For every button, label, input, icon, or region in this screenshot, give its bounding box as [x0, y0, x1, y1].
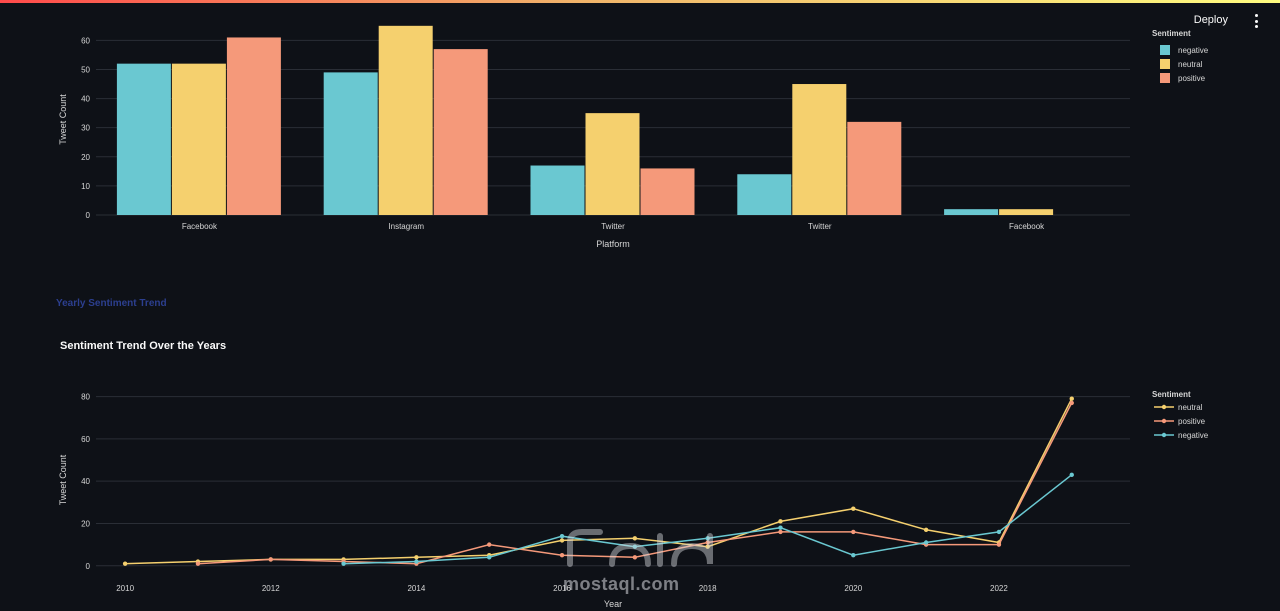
bar-legend-label-neutral: neutral: [1178, 60, 1203, 69]
line-point-neutral: [632, 536, 638, 541]
line-xtick-label: 2016: [553, 584, 571, 593]
bar-neutral: [378, 25, 433, 216]
line-legend-marker-positive: [1161, 418, 1167, 424]
line-ytick-label: 40: [81, 477, 90, 486]
line-chart-title: Sentiment Trend Over the Years: [60, 340, 227, 352]
line-legend-label-neutral: neutral: [1178, 403, 1203, 412]
line-point-positive: [1069, 400, 1074, 406]
line-yaxis-title: Tweet Count: [58, 454, 68, 505]
line-xtick-label: 2022: [990, 584, 1008, 593]
line-point-positive: [268, 557, 273, 562]
line-point-negative: [487, 555, 492, 560]
line-point-neutral: [559, 538, 565, 543]
bar-xtick-label: Twitter: [601, 222, 625, 231]
line-point-negative: [341, 561, 346, 566]
watermark-text: mostaql.com: [563, 574, 680, 594]
line-ytick-label: 20: [81, 519, 90, 528]
line-point-positive: [705, 540, 710, 545]
line-point-negative: [705, 536, 710, 541]
line-point-positive: [996, 542, 1002, 547]
bar-ytick-label: 50: [81, 65, 90, 74]
line-ytick-label: 0: [86, 562, 91, 571]
line-point-negative: [996, 529, 1002, 535]
line-point-positive: [851, 529, 856, 535]
line-legend-label-negative: negative: [1178, 431, 1209, 440]
bar-negative: [116, 63, 171, 216]
line-point-positive: [778, 529, 783, 535]
bar-xtick-label: Facebook: [182, 222, 218, 231]
line-point-negative: [559, 533, 565, 539]
line-ytick-label: 80: [81, 393, 90, 402]
line-xtick-label: 2010: [116, 584, 134, 593]
line-point-negative: [632, 544, 638, 549]
line-legend-marker-negative: [1161, 432, 1167, 438]
line-xtick-label: 2014: [407, 584, 425, 593]
line-point-neutral: [414, 555, 419, 560]
bar-ytick-label: 0: [86, 211, 91, 220]
bar-ytick-label: 60: [81, 36, 90, 45]
bar-negative: [530, 165, 585, 215]
watermark-logo: [567, 529, 713, 567]
line-legend-title: Sentiment: [1152, 390, 1191, 399]
line-xtick-label: 2020: [844, 584, 862, 593]
line-xtick-label: 2012: [262, 584, 280, 593]
bar-negative: [737, 174, 792, 215]
section-heading: Yearly Sentiment Trend: [56, 298, 167, 309]
line-point-negative: [778, 525, 783, 530]
line-point-neutral: [923, 527, 929, 533]
line-point-negative: [414, 559, 419, 564]
bar-legend-swatch-neutral: [1160, 59, 1170, 69]
line-point-positive: [632, 555, 638, 560]
bar-positive: [226, 37, 281, 216]
line-point-negative: [851, 552, 856, 558]
line-legend-label-positive: positive: [1178, 417, 1206, 426]
bar-legend-label-negative: negative: [1178, 46, 1209, 55]
top-decoration-bar: [0, 0, 1280, 3]
bar-legend-label-positive: positive: [1178, 74, 1206, 83]
line-point-positive: [195, 561, 201, 566]
line-ytick-label: 60: [81, 435, 90, 444]
bar-neutral: [792, 84, 847, 216]
bar-neutral: [171, 63, 226, 216]
line-point-positive: [487, 542, 492, 547]
bar-yaxis-title: Tweet Count: [58, 94, 68, 145]
bar-neutral: [585, 113, 640, 215]
line-point-neutral: [778, 519, 783, 524]
bar-xtick-label: Twitter: [808, 222, 832, 231]
line-point-neutral: [851, 506, 856, 511]
line-point-negative: [923, 540, 929, 545]
bar-legend-swatch-positive: [1160, 73, 1170, 83]
bar-legend-title: Sentiment: [1152, 29, 1191, 38]
bar-xtick-label: Instagram: [388, 222, 424, 231]
line-legend-marker-neutral: [1161, 404, 1167, 410]
bar-xtick-label: Facebook: [1009, 222, 1045, 231]
line-point-neutral: [122, 561, 128, 566]
bar-neutral: [999, 209, 1054, 215]
bar-positive: [847, 121, 902, 215]
bar-negative: [944, 209, 999, 215]
bar-positive: [640, 168, 695, 215]
deploy-button[interactable]: Deploy: [1193, 14, 1228, 26]
line-point-neutral: [1069, 396, 1074, 401]
line-point-neutral: [705, 544, 710, 549]
main-menu-icon[interactable]: [1250, 13, 1262, 29]
line-point-positive: [559, 552, 565, 558]
line-xtick-label: 2018: [699, 584, 717, 593]
bar-ytick-label: 40: [81, 95, 90, 104]
bar-positive: [433, 49, 488, 215]
platform-bar-chart: 0 10 20 30 40 50 60 Facebook Instagram Twitter Twi…: [58, 25, 1209, 249]
line-xaxis-title: Year: [604, 599, 622, 609]
bar-ytick-label: 20: [81, 153, 90, 162]
bar-xaxis-title: Platform: [596, 239, 630, 249]
bar-ytick-label: 30: [81, 124, 90, 133]
line-point-negative: [1069, 472, 1074, 478]
bar-legend-swatch-negative: [1160, 45, 1170, 55]
bar-negative: [323, 72, 378, 215]
bar-ytick-label: 10: [81, 182, 90, 191]
